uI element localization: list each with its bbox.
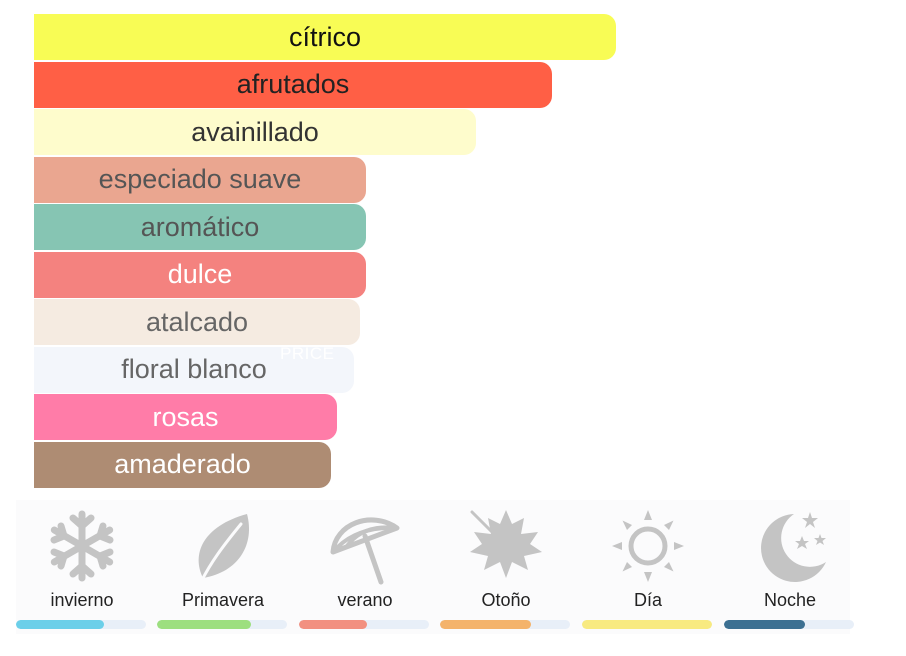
season-label: Otoño xyxy=(481,590,531,610)
season-invierno[interactable]: invierno xyxy=(16,500,148,634)
accord-bar-avainillado: avainillado xyxy=(34,109,476,155)
umbrella-icon xyxy=(330,517,400,585)
season-level-track xyxy=(299,620,429,629)
accord-label: floral blanco xyxy=(121,354,267,384)
accord-bar-aromatico: aromático xyxy=(34,204,366,250)
season-level-track xyxy=(157,620,287,629)
season-label: Noche xyxy=(763,590,817,610)
season-level-fill xyxy=(157,620,251,629)
season-panel: invierno Primavera verano Otoñ xyxy=(16,500,854,634)
accord-label: cítrico xyxy=(288,21,361,52)
season-dia[interactable]: Día xyxy=(582,500,714,634)
season-level-track xyxy=(16,620,146,629)
sun-icon xyxy=(612,510,684,582)
accord-label: amaderado xyxy=(114,449,251,479)
season-label: Primavera xyxy=(181,590,265,610)
season-level-fill xyxy=(16,620,105,629)
accord-label: aromático xyxy=(140,211,260,242)
accord-label: avainillado xyxy=(191,116,319,147)
leaf-icon xyxy=(198,514,250,584)
moon-stars-icon xyxy=(761,512,826,582)
season-level-track xyxy=(582,620,712,629)
season-level-fill xyxy=(582,620,712,629)
accord-bar-amaderado: amaderado xyxy=(34,441,331,488)
accord-bar-atalcado: atalcado xyxy=(34,299,360,345)
accord-bar-floral-blanco: floral blanco xyxy=(34,346,354,393)
season-noche[interactable]: Noche xyxy=(724,500,856,634)
season-level-fill xyxy=(299,620,367,629)
maple-leaf-icon xyxy=(470,510,542,578)
accord-label: afrutados xyxy=(236,69,350,99)
season-label: Día xyxy=(633,590,662,610)
accord-bar-afrutados: afrutados xyxy=(34,61,552,108)
season-level-fill xyxy=(724,620,805,629)
season-level-fill xyxy=(440,620,531,629)
price-watermark: PRICE xyxy=(280,344,335,363)
accord-bar-especiado-suave: especiado suave xyxy=(34,156,366,203)
season-verano[interactable]: verano xyxy=(299,500,431,634)
season-level-track xyxy=(724,620,854,629)
accord-label: especiado suave xyxy=(98,164,302,194)
snowflake-icon xyxy=(50,510,114,582)
accord-label: dulce xyxy=(167,259,233,289)
accord-label: atalcado xyxy=(145,306,249,337)
accord-label: rosas xyxy=(152,401,219,432)
season-primavera[interactable]: Primavera xyxy=(157,500,289,634)
season-label: verano xyxy=(337,590,393,610)
season-level-track xyxy=(440,620,570,629)
accord-bar-rosas: rosas xyxy=(34,394,337,440)
accord-bar-dulce: dulce xyxy=(34,251,366,298)
accord-bar-citrico: cítrico xyxy=(34,14,616,60)
season-otono[interactable]: Otoño xyxy=(440,500,572,634)
season-label: invierno xyxy=(50,590,114,610)
